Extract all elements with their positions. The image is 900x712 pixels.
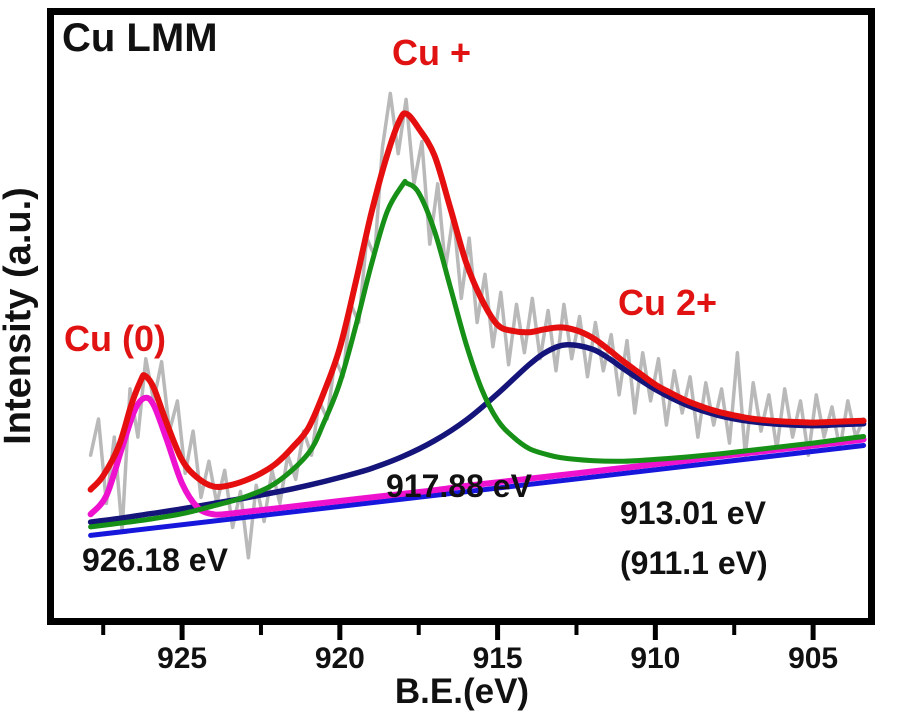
x-tick-label: 920 [315, 642, 365, 675]
label-binding-energy-911-1-line2: (911.1 eV) [620, 545, 768, 581]
y-axis-title: Intensity (a.u.) [0, 187, 39, 445]
x-tick-label: 925 [157, 642, 207, 675]
label-cu-2plus-peak: Cu 2+ [618, 282, 718, 323]
label-binding-energy-917-88: 917.88 eV [386, 468, 532, 504]
x-axis-ticks: 925 920 915 910 905 [101, 625, 838, 675]
series-cu-plus-component-line [88, 179, 867, 530]
series-background-line [88, 443, 867, 538]
label-cu-0-peak: Cu (0) [64, 318, 166, 359]
x-tick-label: 905 [788, 642, 838, 675]
plot-frame [47, 8, 875, 625]
x-tick-label: 915 [473, 642, 523, 675]
label-cu-plus-peak: Cu + [392, 32, 472, 73]
label-binding-energy-926-18: 926.18 eV [82, 542, 228, 578]
series-envelope-line [87, 110, 867, 493]
plot-title-cu-lmm: Cu LMM [62, 16, 218, 60]
series-layer [87, 91, 867, 560]
label-binding-energy-913-01: 913.01 eV (911.1 eV) [620, 488, 768, 588]
series-raw-data-line [88, 91, 866, 560]
x-tick-label: 910 [630, 642, 680, 675]
x-axis-title: B.E.(eV) [395, 672, 529, 711]
label-binding-energy-913-01-line1: 913.01 eV [620, 495, 766, 531]
